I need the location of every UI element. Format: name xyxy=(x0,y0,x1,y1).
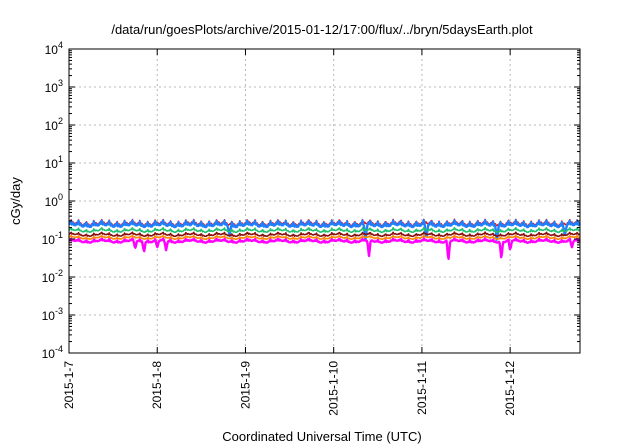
x-tick-label: 2015-1-9 xyxy=(238,361,252,409)
x-tick-label: 2015-1-10 xyxy=(327,361,341,416)
grid xyxy=(69,49,580,353)
x-tick-label: 2015-1-12 xyxy=(503,361,517,416)
y-tick-label: 10-3 xyxy=(42,306,63,323)
x-axis-label: Coordinated Universal Time (UTC) xyxy=(222,429,421,444)
series-line-4 xyxy=(68,231,581,238)
y-axis: 10-4 10-3 10-2 10-1 100 101 102 103 104 xyxy=(42,40,580,361)
x-tick-label: 2015-1-7 xyxy=(62,361,76,409)
series-line-2 xyxy=(68,219,581,242)
y-tick-label: 102 xyxy=(45,116,63,133)
y-tick-label: 104 xyxy=(45,40,63,57)
series-line-5 xyxy=(68,234,581,240)
y-axis-label: cGy/day xyxy=(8,177,23,225)
series-line-6 xyxy=(68,237,581,260)
y-tick-label: 10-4 xyxy=(42,344,63,361)
series-line-3 xyxy=(68,226,581,234)
x-axis: 2015-1-7 2015-1-8 2015-1-9 2015-1-10 2015-1-… xyxy=(62,49,517,416)
y-tick-label: 100 xyxy=(45,192,63,209)
x-tick-label: 2015-1-8 xyxy=(150,361,164,409)
y-tick-label: 10-2 xyxy=(42,268,63,285)
x-tick-label: 2015-1-11 xyxy=(415,361,429,415)
y-tick-label: 103 xyxy=(45,78,63,95)
y-tick-label: 10-1 xyxy=(42,230,63,247)
series-group xyxy=(68,218,581,260)
y-tick-label: 101 xyxy=(45,154,63,171)
chart-title: /data/run/goesPlots/archive/2015-01-12/1… xyxy=(111,22,533,37)
